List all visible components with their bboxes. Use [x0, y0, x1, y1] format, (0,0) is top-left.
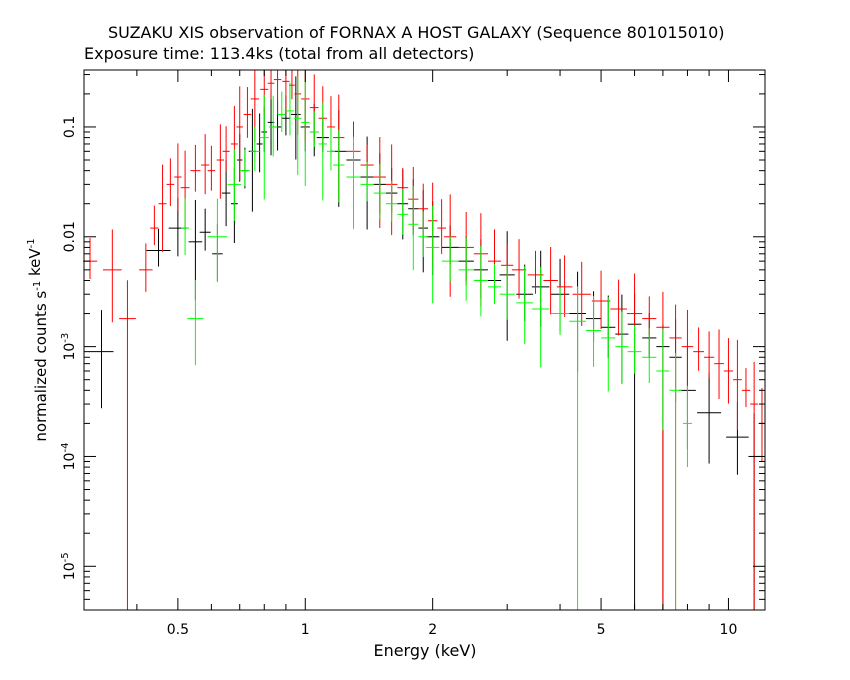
axes [83, 69, 766, 611]
chart-subtitle: Exposure time: 113.4ks (total from all d… [84, 44, 474, 63]
svg-text:10-3: 10-3 [60, 333, 78, 361]
x-axis-label: Energy (keV) [373, 641, 476, 660]
x-tick-label: 10 [720, 622, 738, 638]
y-tick-label: 10-4 [60, 443, 78, 471]
series-2 [181, 76, 692, 610]
x-tick-label: 1 [301, 622, 310, 638]
y-tick-label: 0.01 [62, 221, 78, 252]
x-tick-label: 2 [428, 622, 437, 638]
x-tick-label: 5 [597, 622, 606, 638]
svg-text:10-5: 10-5 [60, 552, 78, 580]
y-tick-label: 0.1 [62, 116, 78, 138]
svg-text:10-4: 10-4 [60, 443, 78, 471]
y-tick-label: 10-5 [60, 552, 78, 580]
y-axis-label: normalized counts s-1 keV-1 [26, 238, 50, 441]
tick-labels: 0.5 1 2 5 10 0.1 0.01 10-3 10-4 10-5 [60, 116, 737, 638]
svg-text:0.1: 0.1 [62, 116, 78, 138]
data-points [82, 70, 766, 610]
x-tick-label: 0.5 [167, 622, 189, 638]
y-tick-label: 10-3 [60, 333, 78, 361]
svg-text:0.01: 0.01 [62, 221, 78, 252]
chart-title: SUZAKU XIS observation of FORNAX A HOST … [108, 23, 725, 42]
plot-frame [83, 69, 766, 611]
